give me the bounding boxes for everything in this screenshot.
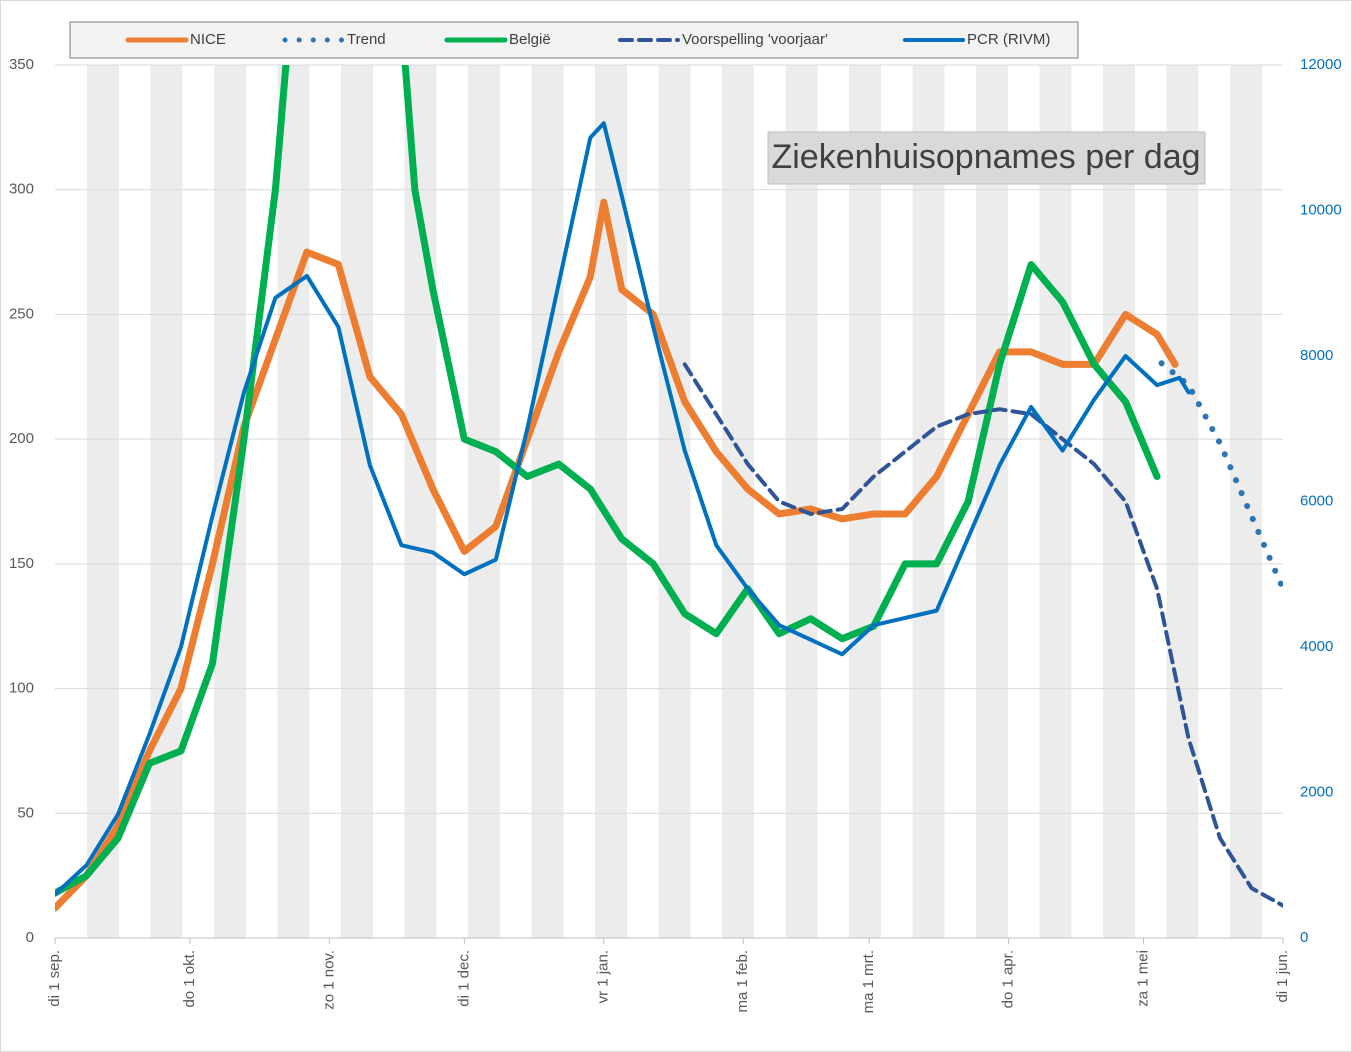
y2-tick-label: 6000 — [1300, 492, 1333, 509]
y2-tick-label: 12000 — [1300, 56, 1342, 73]
x-tick-label: di 1 sep. — [46, 950, 63, 1007]
stripe — [277, 65, 310, 938]
x-tick-label: vr 1 jan. — [595, 950, 612, 1003]
y-tick-label: 0 — [26, 929, 34, 946]
stripe — [1166, 65, 1199, 938]
chart-title: Ziekenhuisopnames per dag — [771, 138, 1200, 176]
y-tick-label: 250 — [9, 305, 34, 322]
stripe — [404, 65, 437, 938]
stripe — [658, 65, 691, 938]
stripe — [1039, 65, 1072, 938]
y-tick-label: 200 — [9, 430, 34, 447]
stripe — [531, 65, 564, 938]
series-line — [1158, 360, 1283, 592]
x-tick-label: di 1 jun. — [1274, 950, 1291, 1003]
title-box — [767, 131, 1206, 185]
stripe — [1103, 65, 1135, 938]
x-tick-label: di 1 dec. — [455, 950, 472, 1007]
y2-tick-label: 10000 — [1300, 201, 1342, 218]
stripe — [468, 65, 500, 938]
y2-tick-label: 4000 — [1300, 638, 1333, 655]
stripe — [849, 65, 881, 938]
stripe — [150, 65, 183, 938]
plot-area — [55, 65, 1283, 912]
x-tick-label: ma 1 feb. — [734, 950, 751, 1013]
legend-label: Voorspelling 'voorjaar' — [682, 31, 828, 48]
background-stripes — [87, 65, 1262, 938]
legend-label: NICE — [190, 31, 226, 48]
series-line — [682, 362, 1283, 908]
stripe — [785, 65, 818, 938]
stripe — [341, 65, 373, 938]
stripe — [976, 65, 1008, 938]
legend-label: Trend — [347, 31, 386, 48]
stripe — [1230, 65, 1262, 938]
y2-tick-label: 8000 — [1300, 347, 1333, 364]
y-tick-label: 350 — [9, 56, 34, 73]
x-tick-label: do 1 okt. — [181, 950, 198, 1008]
y-tick-label: 50 — [17, 804, 34, 821]
x-tick-label: za 1 mei — [1135, 950, 1152, 1007]
y2-tick-label: 0 — [1300, 929, 1308, 946]
y2-tick-label: 2000 — [1300, 783, 1333, 800]
stripe — [87, 65, 119, 938]
legend-label: België — [509, 31, 551, 48]
y-tick-label: 100 — [9, 680, 34, 697]
x-tick-label: zo 1 nov. — [320, 950, 337, 1010]
legend-label: PCR (RIVM) — [967, 31, 1050, 48]
x-tick-label: do 1 apr. — [1000, 950, 1017, 1008]
series-line — [55, 121, 1191, 897]
y-tick-label: 300 — [9, 181, 34, 198]
y-tick-label: 150 — [9, 555, 34, 572]
series-line — [55, 65, 1161, 897]
stripe — [722, 65, 754, 938]
x-tick-label: ma 1 mrt. — [860, 950, 877, 1013]
